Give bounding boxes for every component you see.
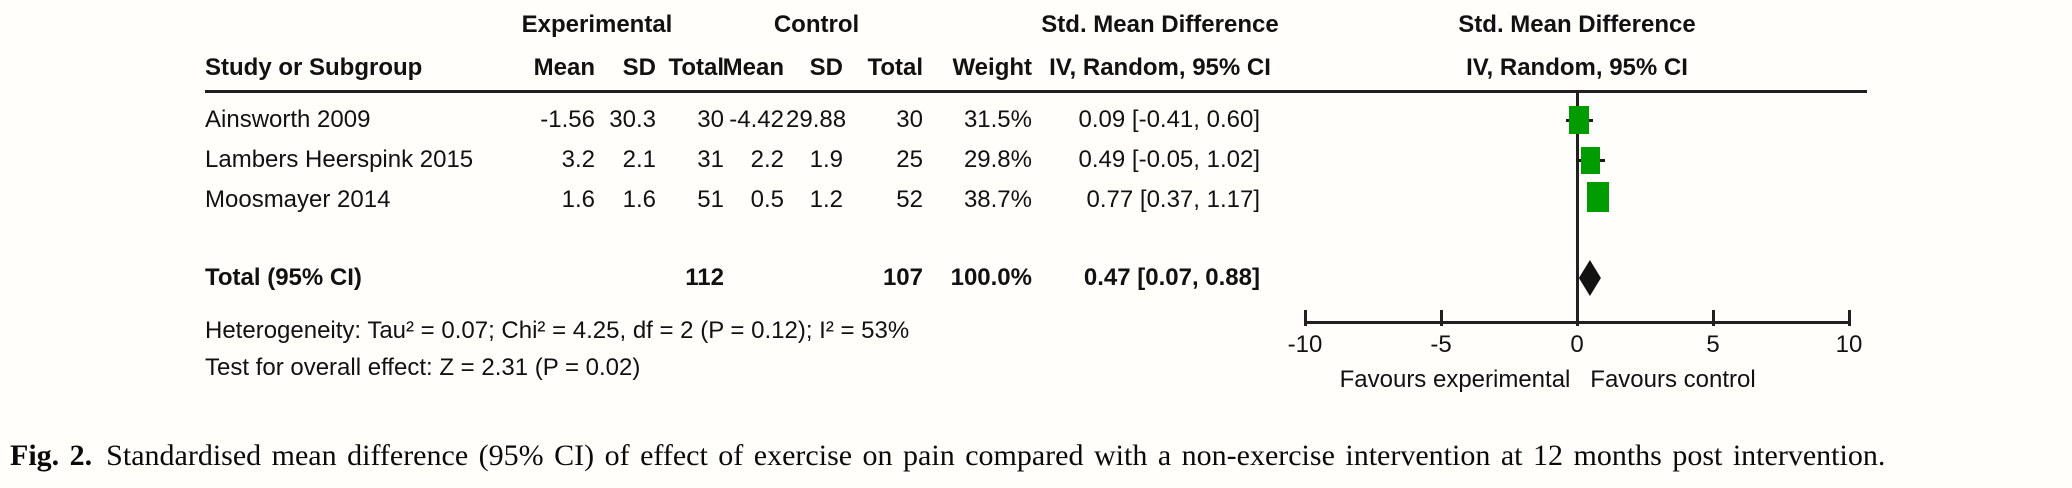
total-weight: 100.0% [950, 264, 1032, 291]
column-header-study: Study or Subgroup [205, 54, 423, 81]
axis-tick [1439, 310, 1443, 326]
sd-experimental: 2.1 [622, 146, 656, 173]
overall-effect-text: Test for overall effect: Z = 2.31 (P = 0… [205, 354, 641, 381]
group-header-control: Control [773, 11, 860, 38]
column-header-sd-experimental: SD [622, 54, 656, 81]
heterogeneity-row: Heterogeneity: Tau² = 0.07; Chi² = 4.25,… [0, 314, 2072, 348]
zero-effect-line [1575, 92, 1579, 322]
column-header-mean-control: Mean [722, 54, 784, 81]
column-header-total-experimental: Total [668, 54, 724, 81]
axis-tick [1847, 310, 1851, 326]
total-control: 25 [896, 146, 923, 173]
column-header-ci-text: IV, Random, 95% CI [1049, 54, 1271, 81]
effect-square-marker [1569, 106, 1590, 134]
total-control: 52 [896, 186, 923, 213]
column-header-mean-experimental: Mean [533, 54, 595, 81]
table-row: Ainsworth 2009 -1.56 30.3 30 -4.42 29.88… [0, 100, 2072, 140]
study-name: Moosmayer 2014 [205, 186, 391, 213]
effect-square-marker [1586, 182, 1609, 212]
column-header-ci-plot: IV, Random, 95% CI [1466, 54, 1688, 81]
total-row: Total (95% CI) 112 107 100.0% 0.47 [0.07… [0, 258, 2072, 298]
favours-control-label: Favours control [1590, 366, 1756, 393]
caption-text: Standardised mean difference (95% CI) of… [106, 439, 1886, 472]
caption-label: Fig. 2. [10, 439, 93, 472]
axis-tick [1575, 310, 1579, 326]
total-experimental: 51 [697, 186, 724, 213]
column-header-row: Study or Subgroup Mean SD Total Mean SD … [0, 48, 2072, 88]
weight-value: 31.5% [963, 106, 1032, 133]
column-header-sd-control: SD [809, 54, 843, 81]
weight-value: 38.7% [963, 186, 1032, 213]
mean-control: 0.5 [750, 186, 784, 213]
sd-control: 1.2 [809, 186, 843, 213]
table-row: Moosmayer 2014 1.6 1.6 51 0.5 1.2 52 38.… [0, 180, 2072, 220]
axis-tick-label: 10 [1835, 331, 1863, 358]
sd-experimental: 1.6 [622, 186, 656, 213]
axis-tick [1711, 310, 1715, 326]
column-header-total-control: Total [867, 54, 923, 81]
plot-area: -10 -5 0 5 10 [1287, 92, 1863, 358]
forest-plot-figure: Experimental Control Std. Mean Differenc… [0, 8, 2072, 393]
mean-experimental: -1.56 [540, 106, 595, 133]
axis-tick-label: -10 [1287, 331, 1323, 358]
group-header-experimental: Experimental [521, 11, 673, 38]
sd-control: 1.9 [809, 146, 843, 173]
effect-square-marker [1580, 146, 1600, 174]
axis-tick-label: -5 [1430, 331, 1452, 358]
favours-experimental-label: Favours experimental [1339, 366, 1571, 393]
heterogeneity-text: Heterogeneity: Tau² = 0.07; Chi² = 4.25,… [205, 317, 910, 344]
figure-caption: Fig. 2. Standardised mean difference (95%… [10, 434, 2066, 478]
header-rule [205, 90, 1867, 93]
axis-tick-label: 0 [1570, 331, 1584, 358]
ci-value: 0.49 [-0.05, 1.02] [1078, 146, 1260, 173]
axis-tick-label: 5 [1706, 331, 1720, 358]
mean-experimental: 1.6 [561, 186, 595, 213]
ci-value: 0.77 [0.37, 1.17] [1086, 186, 1260, 213]
group-header-row: Experimental Control Std. Mean Differenc… [0, 8, 2072, 42]
total-ci-value: 0.47 [0.07, 0.88] [1083, 264, 1260, 291]
total-control: 30 [896, 106, 923, 133]
axis-tick [1303, 310, 1307, 326]
mean-control: -4.42 [729, 106, 784, 133]
column-header-weight: Weight [952, 54, 1032, 81]
total-label: Total (95% CI) [205, 264, 362, 291]
table-row: Lambers Heerspink 2015 3.2 2.1 31 2.2 1.… [0, 140, 2072, 180]
total-experimental: 30 [697, 106, 724, 133]
mean-control: 2.2 [750, 146, 784, 173]
overall-effect-row: Test for overall effect: Z = 2.31 (P = 0… [0, 351, 2072, 385]
sd-control: 29.88 [786, 106, 847, 133]
group-header-smd-text: Std. Mean Difference [1041, 11, 1279, 38]
sd-experimental: 30.3 [609, 106, 656, 133]
total-n-experimental: 112 [685, 264, 724, 291]
ci-value: 0.09 [-0.41, 0.60] [1078, 106, 1260, 133]
total-experimental: 31 [697, 146, 724, 173]
pooled-effect-diamond [1578, 260, 1601, 296]
group-header-smd-plot: Std. Mean Difference [1458, 11, 1696, 38]
study-name: Lambers Heerspink 2015 [205, 146, 474, 173]
total-n-control: 107 [882, 264, 923, 291]
mean-experimental: 3.2 [561, 146, 595, 173]
weight-value: 29.8% [963, 146, 1032, 173]
study-name: Ainsworth 2009 [205, 106, 371, 133]
